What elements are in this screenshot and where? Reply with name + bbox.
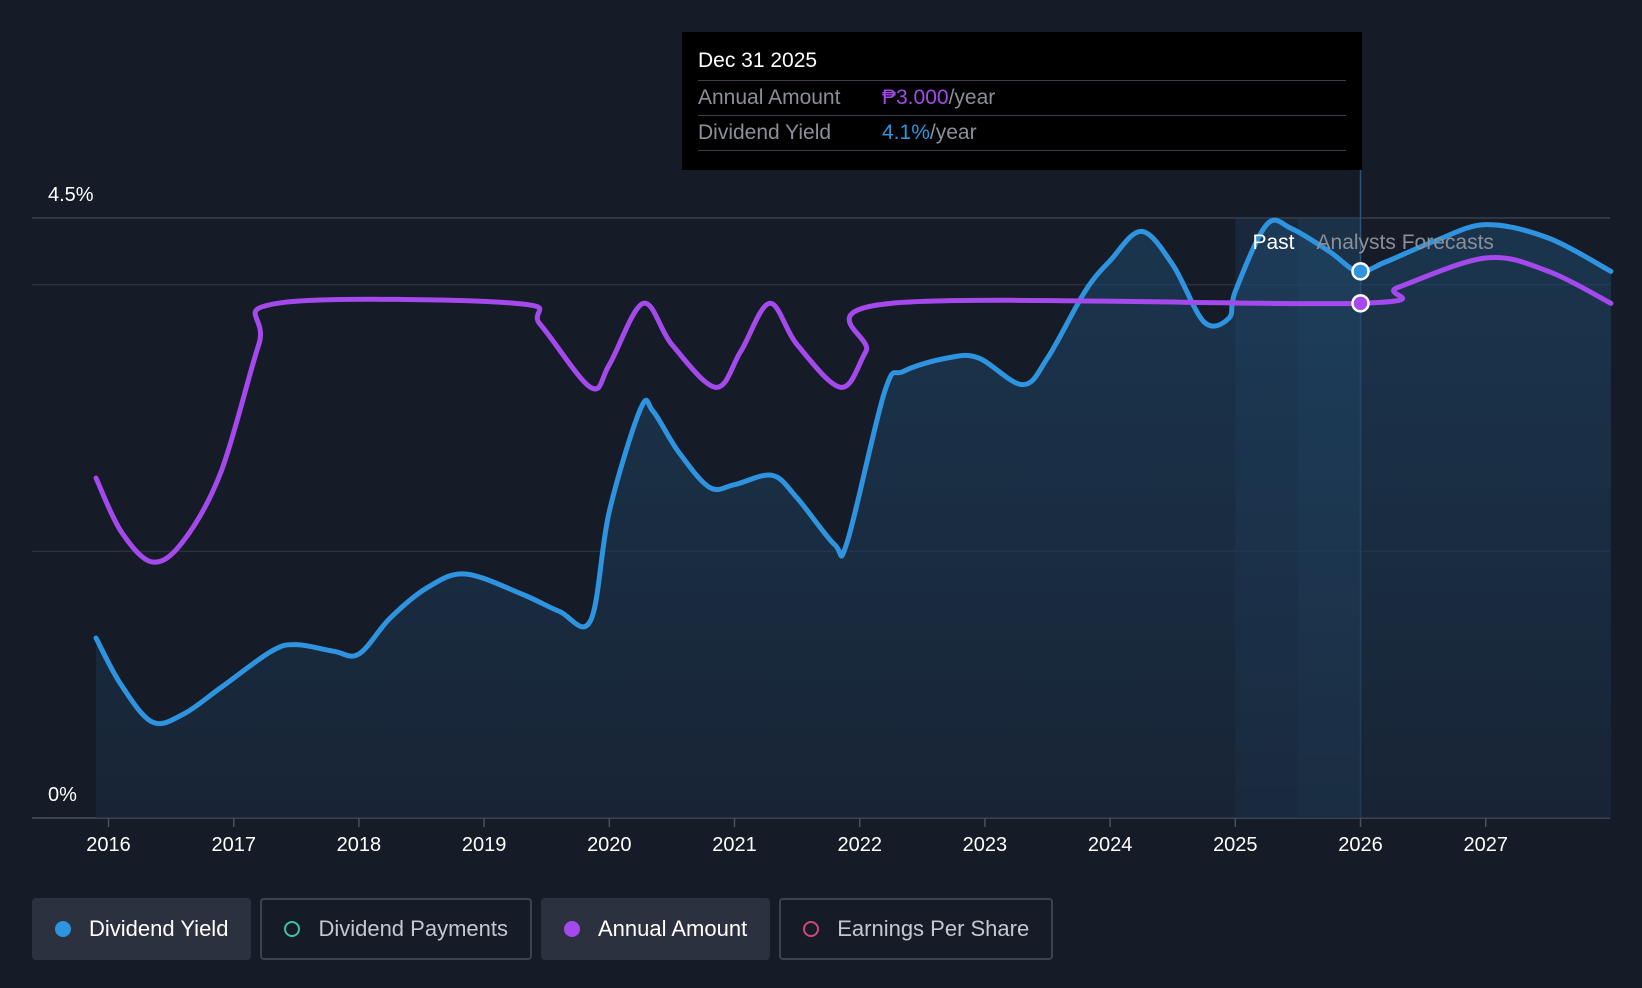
x-tick-label: 2020: [587, 834, 632, 856]
tooltip-annual-amount-label: Annual Amount: [698, 86, 841, 109]
x-tick-label: 2027: [1463, 834, 1508, 856]
x-tick-label: 2025: [1213, 834, 1258, 856]
legend-earnings-per-share[interactable]: Earnings Per Share: [779, 898, 1054, 960]
past-label: Past: [1252, 231, 1294, 254]
dividend-yield-line: [93, 217, 1614, 727]
legend-earnings-per-share-ring-icon: [803, 921, 820, 937]
dividend-yield-marker: [1351, 262, 1370, 281]
x-tick-label: 2024: [1088, 834, 1133, 856]
y-tick-label: 0%: [48, 784, 77, 806]
legend-annual-amount-label: Annual Amount: [597, 916, 748, 941]
y-tick-label: 4.5%: [48, 184, 94, 206]
x-tick-label: 2016: [86, 834, 131, 856]
legend-dividend-payments-label: Dividend Payments: [318, 916, 508, 941]
legend-dividend-yield-dot-icon: [55, 921, 71, 937]
forecast-label: Analysts Forecasts: [1317, 231, 1494, 254]
tooltip-dividend-yield-value: 4.1%: [882, 121, 930, 144]
x-tick-label: 2017: [211, 834, 256, 856]
x-tick-label: 2019: [462, 834, 507, 856]
tooltip-annual-amount-row: Annual Amount ₱3.000/year: [698, 81, 1346, 116]
tooltip-annual-amount-value: ₱3.000: [882, 86, 949, 109]
legend-dividend-payments[interactable]: Dividend Payments: [260, 898, 532, 960]
legend-dividend-payments-ring-icon: [284, 921, 301, 937]
tooltip-dividend-yield-label: Dividend Yield: [698, 121, 832, 144]
annual-amount-marker: [1351, 294, 1370, 313]
x-tick-label: 2026: [1338, 834, 1383, 856]
legend: Dividend Yield Dividend Payments Annual …: [32, 898, 1054, 960]
legend-dividend-yield[interactable]: Dividend Yield: [32, 898, 252, 960]
dividend-yield-area: [96, 220, 1611, 818]
tooltip-annual-amount-unit: /year: [948, 86, 996, 109]
x-tick-label: 2021: [712, 834, 757, 856]
tooltip-dividend-yield-unit: /year: [929, 121, 977, 144]
tooltip: Dec 31 2025 Annual Amount ₱3.000/year Di…: [682, 32, 1362, 170]
tooltip-date: Dec 31 2025: [698, 46, 1346, 81]
x-tick-label: 2022: [837, 834, 882, 856]
legend-earnings-per-share-label: Earnings Per Share: [837, 916, 1030, 941]
x-tick-label: 2023: [963, 834, 1008, 856]
legend-dividend-yield-label: Dividend Yield: [89, 916, 229, 941]
legend-annual-amount[interactable]: Annual Amount: [540, 898, 771, 960]
legend-annual-amount-dot-icon: [563, 921, 580, 937]
x-tick-label: 2018: [337, 834, 382, 856]
tooltip-dividend-yield-row: Dividend Yield 4.1%/year: [698, 116, 1346, 151]
